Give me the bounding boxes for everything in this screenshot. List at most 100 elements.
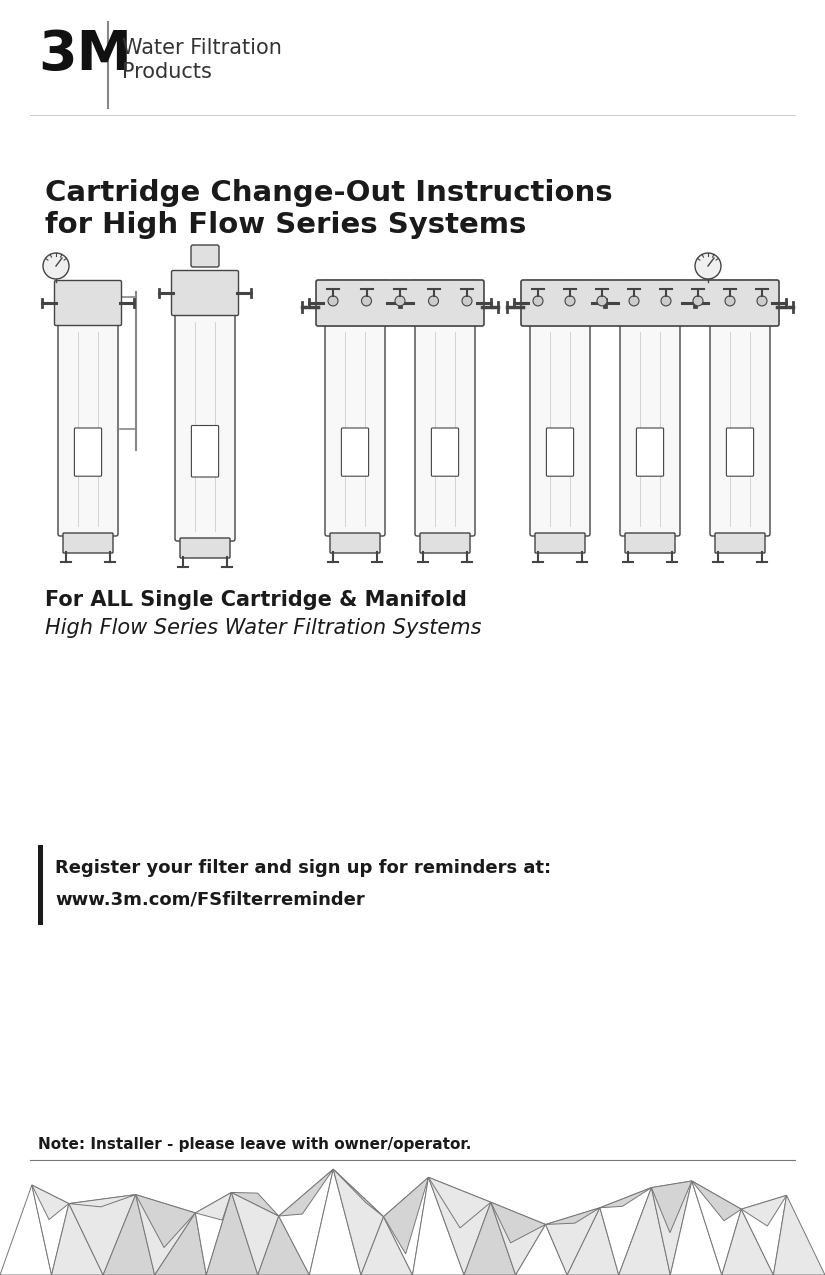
Circle shape	[695, 252, 721, 279]
Polygon shape	[384, 1177, 428, 1275]
Bar	[38, 845, 43, 924]
FancyBboxPatch shape	[412, 280, 478, 325]
Circle shape	[533, 296, 543, 306]
Polygon shape	[545, 1207, 600, 1275]
Polygon shape	[464, 1202, 516, 1275]
FancyBboxPatch shape	[526, 280, 593, 325]
Polygon shape	[32, 1184, 69, 1275]
Circle shape	[565, 296, 575, 306]
FancyBboxPatch shape	[616, 280, 683, 325]
FancyBboxPatch shape	[175, 312, 235, 541]
FancyBboxPatch shape	[342, 428, 369, 476]
Polygon shape	[0, 1184, 51, 1275]
Circle shape	[361, 296, 371, 306]
FancyBboxPatch shape	[706, 280, 774, 325]
Circle shape	[328, 296, 338, 306]
Circle shape	[693, 296, 703, 306]
Circle shape	[462, 296, 472, 306]
Polygon shape	[135, 1195, 196, 1275]
Circle shape	[725, 296, 735, 306]
FancyBboxPatch shape	[63, 533, 113, 553]
FancyBboxPatch shape	[546, 428, 573, 476]
FancyBboxPatch shape	[172, 270, 238, 315]
Polygon shape	[491, 1202, 545, 1243]
FancyBboxPatch shape	[316, 280, 484, 326]
FancyBboxPatch shape	[726, 428, 753, 476]
Text: 3M: 3M	[38, 28, 132, 82]
Text: www.3m.com/FSfilterreminder: www.3m.com/FSfilterreminder	[55, 891, 365, 909]
Polygon shape	[103, 1195, 155, 1275]
Circle shape	[597, 296, 607, 306]
Polygon shape	[279, 1169, 333, 1216]
Polygon shape	[652, 1181, 692, 1233]
Polygon shape	[69, 1195, 135, 1207]
Polygon shape	[51, 1204, 103, 1275]
FancyBboxPatch shape	[535, 533, 585, 553]
FancyBboxPatch shape	[191, 426, 219, 477]
Polygon shape	[309, 1169, 361, 1275]
Polygon shape	[257, 1216, 309, 1275]
Polygon shape	[135, 1195, 196, 1247]
Polygon shape	[545, 1207, 600, 1224]
Polygon shape	[742, 1196, 786, 1275]
Circle shape	[43, 252, 69, 279]
Polygon shape	[196, 1192, 232, 1220]
Polygon shape	[232, 1192, 279, 1216]
Polygon shape	[428, 1177, 491, 1275]
Text: Cartridge Change-Out Instructions: Cartridge Change-Out Instructions	[45, 179, 613, 207]
Text: For ALL Single Cartridge & Manifold: For ALL Single Cartridge & Manifold	[45, 590, 467, 609]
Polygon shape	[155, 1213, 206, 1275]
FancyBboxPatch shape	[325, 323, 385, 536]
FancyBboxPatch shape	[625, 533, 675, 553]
Polygon shape	[516, 1224, 568, 1275]
FancyBboxPatch shape	[636, 428, 663, 476]
Polygon shape	[361, 1216, 412, 1275]
Text: Water Filtration: Water Filtration	[122, 38, 282, 57]
FancyBboxPatch shape	[330, 533, 380, 553]
Polygon shape	[491, 1202, 545, 1275]
FancyBboxPatch shape	[715, 533, 765, 553]
Polygon shape	[670, 1181, 722, 1275]
Polygon shape	[568, 1207, 619, 1275]
FancyBboxPatch shape	[191, 245, 219, 266]
FancyBboxPatch shape	[710, 323, 770, 536]
Text: Products: Products	[122, 62, 212, 82]
FancyBboxPatch shape	[54, 280, 121, 325]
FancyBboxPatch shape	[74, 428, 101, 476]
Polygon shape	[232, 1192, 279, 1275]
Polygon shape	[69, 1195, 135, 1275]
FancyBboxPatch shape	[420, 533, 470, 553]
Polygon shape	[722, 1209, 774, 1275]
FancyBboxPatch shape	[322, 280, 389, 325]
Polygon shape	[774, 1196, 825, 1275]
FancyBboxPatch shape	[521, 280, 779, 326]
FancyBboxPatch shape	[58, 323, 118, 536]
Text: High Flow Series Water Filtration Systems: High Flow Series Water Filtration System…	[45, 618, 482, 638]
Polygon shape	[333, 1169, 384, 1275]
Polygon shape	[619, 1187, 670, 1275]
Text: for High Flow Series Systems: for High Flow Series Systems	[45, 210, 526, 238]
FancyBboxPatch shape	[431, 428, 459, 476]
Polygon shape	[333, 1169, 384, 1216]
Polygon shape	[428, 1177, 491, 1228]
FancyBboxPatch shape	[530, 323, 590, 536]
Polygon shape	[196, 1192, 232, 1275]
Polygon shape	[600, 1187, 652, 1275]
Circle shape	[757, 296, 767, 306]
Polygon shape	[692, 1181, 742, 1220]
Circle shape	[395, 296, 405, 306]
Circle shape	[629, 296, 639, 306]
Polygon shape	[206, 1192, 257, 1275]
Polygon shape	[692, 1181, 742, 1275]
Polygon shape	[652, 1181, 692, 1275]
Circle shape	[661, 296, 671, 306]
FancyBboxPatch shape	[180, 538, 230, 558]
Text: Note: Installer - please leave with owner/operator.: Note: Installer - please leave with owne…	[38, 1137, 471, 1153]
FancyBboxPatch shape	[415, 323, 475, 536]
Polygon shape	[600, 1187, 652, 1207]
Polygon shape	[279, 1169, 333, 1275]
Polygon shape	[384, 1177, 428, 1255]
FancyBboxPatch shape	[620, 323, 680, 536]
Polygon shape	[742, 1196, 786, 1227]
Circle shape	[428, 296, 439, 306]
